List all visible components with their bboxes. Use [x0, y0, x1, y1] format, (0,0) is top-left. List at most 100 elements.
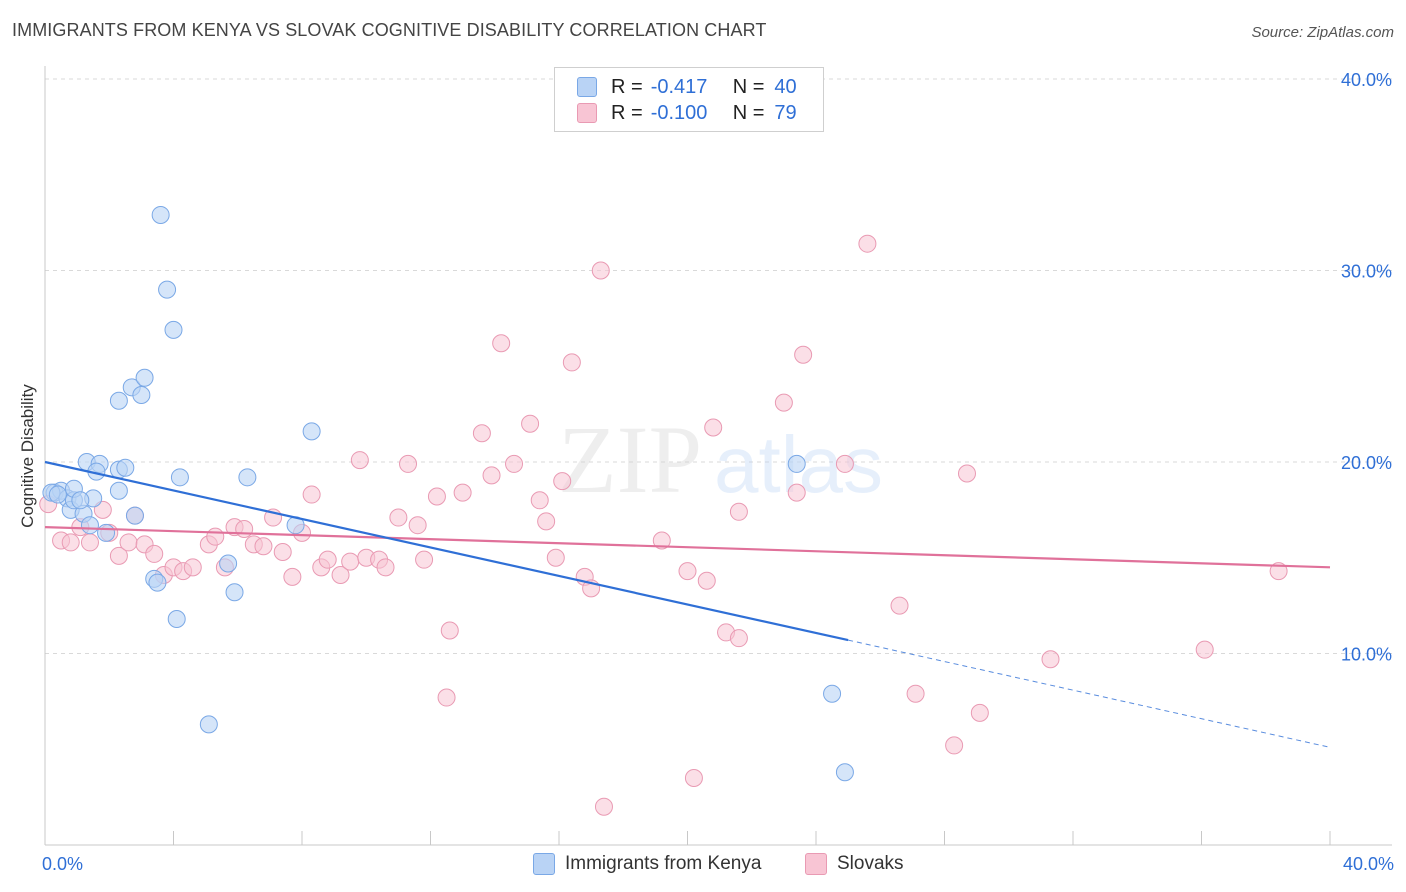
slovak-point [957, 464, 976, 483]
slovak-point [678, 562, 697, 581]
kenya-point [170, 468, 189, 487]
slovak-point [302, 485, 321, 504]
kenya-point [238, 468, 257, 487]
slovak-point [890, 596, 909, 615]
slovak-points [39, 234, 1288, 816]
slovak-point [521, 414, 540, 433]
kenya-point [109, 481, 128, 500]
slovak-point [906, 684, 925, 703]
slovak-point [341, 552, 360, 571]
axes [44, 66, 1392, 846]
kenya-point [823, 684, 842, 703]
kenya-point [97, 523, 116, 542]
bottom-legend-label-slovak: Slovaks [837, 853, 904, 874]
watermark-zip: ZIP [558, 406, 702, 513]
bottom-legend-swatch-slovak [805, 853, 827, 875]
slovak-point [408, 516, 427, 535]
legend-r-value: -0.417 [650, 75, 708, 98]
kenya-point [80, 516, 99, 535]
kenya-trend-line [44, 460, 849, 642]
slovak-point [794, 345, 813, 364]
legend-r-value: -0.100 [650, 101, 708, 124]
slovak-point [350, 451, 369, 470]
kenya-point [302, 422, 321, 441]
slovak-point [235, 520, 254, 539]
x-tick-label: 40.0% [1343, 854, 1394, 874]
slovak-point [729, 629, 748, 648]
slovak-point [453, 483, 472, 502]
slovak-trend-line [44, 526, 1331, 569]
slovak-point [427, 487, 446, 506]
slovak-point [652, 531, 671, 550]
y-tick-label: 10.0% [1341, 645, 1392, 665]
slovak-point [970, 703, 989, 722]
slovak-point [530, 491, 549, 510]
legend-swatch-kenya [577, 77, 597, 97]
slovak-point [206, 527, 225, 546]
slovak-point [318, 550, 337, 569]
kenya-point [787, 454, 806, 473]
slovak-point [858, 234, 877, 253]
kenya-point [125, 506, 144, 525]
watermark: ZIP atlas [558, 406, 883, 513]
y-axis-label: Cognitive Disability [18, 384, 37, 528]
bottom-legend-slovak: Slovaks [805, 852, 904, 876]
kenya-point [158, 280, 177, 299]
slovak-point [697, 571, 716, 590]
slovak-point [145, 544, 164, 563]
slovak-point [546, 548, 565, 567]
slovak-point [729, 502, 748, 521]
kenya-point [132, 385, 151, 404]
legend-row-kenya: R = -0.417 N = 40 [577, 74, 797, 100]
slovak-point [254, 537, 273, 556]
legend-n-label: N = [732, 101, 765, 124]
kenya-point [135, 368, 154, 387]
x-tick-label: 0.0% [42, 854, 83, 874]
kenya-trend-extension [848, 639, 1331, 748]
bottom-legend-swatch-kenya [533, 853, 555, 875]
slovak-point [787, 483, 806, 502]
slovak-point [492, 334, 511, 353]
kenya-point [151, 205, 170, 224]
slovak-point [553, 472, 572, 491]
kenya-point [167, 610, 186, 629]
kenya-point [116, 458, 135, 477]
y-tick-label: 30.0% [1341, 262, 1392, 282]
slovak-point [415, 550, 434, 569]
slovak-point [472, 424, 491, 443]
legend-swatch-slovak [577, 103, 597, 123]
legend-n-value: 79 [774, 101, 797, 124]
kenya-point [109, 391, 128, 410]
slovak-point [1041, 650, 1060, 669]
slovak-point [376, 558, 395, 577]
y-tick-label: 40.0% [1341, 70, 1392, 90]
chart-title: IMMIGRANTS FROM KENYA VS SLOVAK COGNITIV… [12, 20, 767, 40]
slovak-point [273, 543, 292, 562]
bottom-legend-kenya: Immigrants from Kenya [533, 852, 761, 876]
y-tick-label: 20.0% [1341, 453, 1392, 473]
slovak-point [594, 797, 613, 816]
kenya-point [219, 554, 238, 573]
legend-r-label: R = [611, 75, 643, 98]
slovak-point [835, 454, 854, 473]
kenya-point [835, 763, 854, 782]
slovak-point [399, 454, 418, 473]
slovak-point [80, 533, 99, 552]
slovak-point [591, 261, 610, 280]
kenya-point [164, 320, 183, 339]
kenya-point [148, 573, 167, 592]
grid-lines [45, 78, 1392, 654]
legend-r-label: R = [611, 101, 643, 124]
slovak-point [440, 621, 459, 640]
slovak-point [945, 736, 964, 755]
slovak-point [61, 533, 80, 552]
kenya-point [71, 491, 90, 510]
slovak-point [93, 500, 112, 519]
trend-lines [44, 460, 1331, 748]
kenya-point [225, 583, 244, 602]
slovak-point [183, 558, 202, 577]
kenya-points [42, 205, 854, 782]
slovak-point [482, 466, 501, 485]
slovak-point [283, 567, 302, 586]
slovak-point [774, 393, 793, 412]
